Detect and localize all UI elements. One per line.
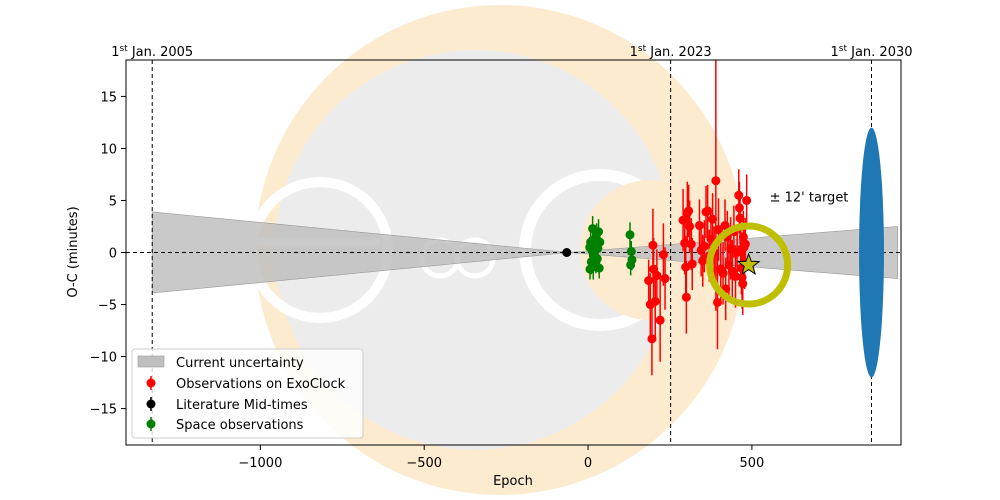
- data-point: [652, 270, 662, 280]
- data-point: [686, 239, 696, 249]
- data-point: [625, 230, 635, 240]
- data-point: [712, 297, 722, 307]
- legend-label-band: Current uncertainty: [176, 356, 304, 371]
- target-star: [736, 252, 761, 276]
- data-point: [708, 214, 718, 224]
- x-axis-ticks: −1000 −500 0 500: [238, 445, 764, 471]
- data-point: [562, 248, 572, 257]
- data-points: [562, 60, 752, 376]
- date-marker-label: 1st Jan. 2030: [830, 44, 912, 60]
- data-point: [740, 239, 750, 249]
- x-tick-label: 500: [739, 456, 764, 471]
- data-point: [627, 255, 637, 265]
- data-point: [685, 221, 695, 231]
- y-tick-label: 10: [100, 142, 117, 157]
- plot-area: [126, 60, 901, 445]
- data-point: [594, 263, 604, 273]
- y-tick-label: 15: [100, 90, 117, 105]
- data-point: [655, 315, 665, 325]
- legend-label-exoclock: Observations on ExoClock: [176, 377, 346, 392]
- data-point: [699, 241, 709, 251]
- legend: Current uncertainty Observations on ExoC…: [131, 348, 364, 439]
- legend-swatch-band: [137, 355, 165, 368]
- legend-marker-literature: [146, 399, 156, 409]
- data-point: [647, 334, 657, 344]
- data-point: [711, 176, 721, 186]
- legend-marker-space: [146, 419, 156, 429]
- x-tick-label: −500: [406, 456, 442, 471]
- x-tick-label: 0: [584, 456, 592, 471]
- target-ring: [706, 222, 792, 308]
- date-marker-label: 1st Jan. 2005: [111, 44, 193, 60]
- data-point: [694, 220, 704, 230]
- data-point: [644, 276, 654, 286]
- legend-marker-exoclock: [146, 378, 156, 388]
- data-point: [742, 195, 752, 205]
- legend-label-space: Space observations: [176, 418, 304, 433]
- data-point: [595, 237, 605, 247]
- y-tick-label: 5: [109, 194, 117, 209]
- y-tick-label: 0: [109, 247, 117, 262]
- data-point: [650, 296, 660, 306]
- date-marker-labels: 1st Jan. 2005 1st Jan. 2023 1st Jan. 2030: [111, 44, 912, 60]
- data-point: [658, 250, 668, 260]
- legend-label-literature: Literature Mid-times: [176, 398, 308, 413]
- data-point: [660, 274, 670, 284]
- data-point: [594, 227, 604, 237]
- legend-box: [131, 348, 364, 439]
- data-point: [703, 206, 713, 216]
- data-point: [713, 225, 723, 235]
- data-point: [687, 259, 697, 269]
- data-point: [738, 279, 748, 289]
- data-point: [684, 206, 694, 216]
- y-axis-title: O-C (minutes): [66, 206, 81, 297]
- x-axis-title: Epoch: [493, 474, 533, 489]
- prediction-ellipse: [859, 127, 884, 378]
- x-tick-label: −1000: [238, 456, 282, 471]
- data-point: [681, 292, 691, 302]
- date-marker-label: 1st Jan. 2023: [630, 44, 712, 60]
- y-axis-ticks: −15 −10 −5 0 5 10 15: [90, 90, 126, 418]
- data-point: [735, 213, 745, 223]
- y-tick-label: −5: [98, 299, 117, 314]
- y-tick-label: −10: [90, 351, 117, 366]
- y-tick-label: −15: [90, 403, 117, 418]
- target-annotation: ± 12' target: [770, 190, 849, 205]
